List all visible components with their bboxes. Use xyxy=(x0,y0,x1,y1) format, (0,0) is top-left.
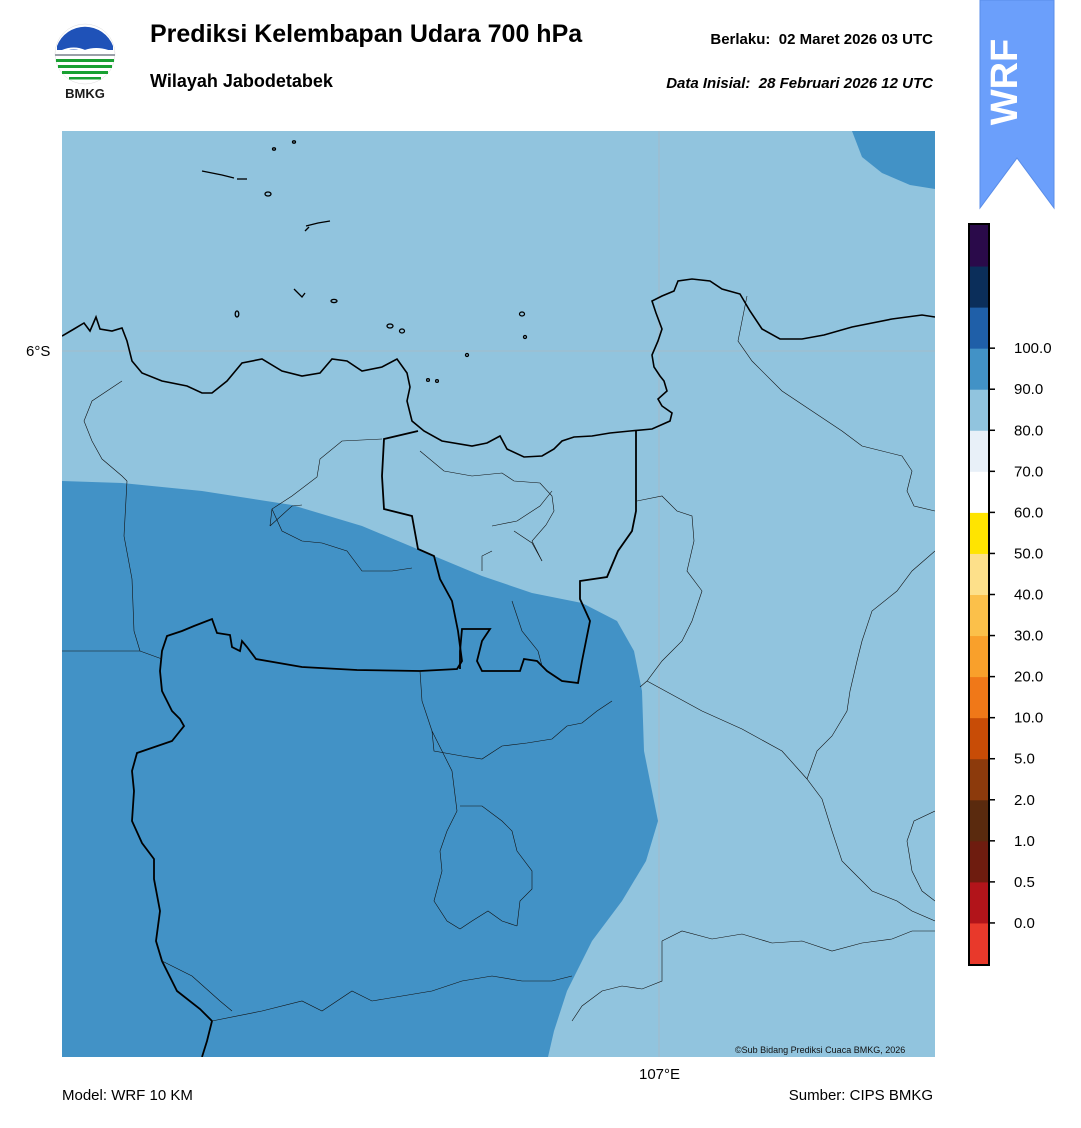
thousand-islands xyxy=(201,140,528,384)
colorbar-swatch xyxy=(970,676,988,719)
colorbar-swatch xyxy=(970,799,988,842)
colorbar-tick-label: 10.0 xyxy=(1014,710,1043,727)
latitude-label: 6°S xyxy=(26,343,51,360)
valid-time: Berlaku: 02 Maret 2026 03 UTC xyxy=(710,31,933,48)
colorbar-swatch xyxy=(970,512,988,554)
initial-value: 28 Februari 2026 12 UTC xyxy=(758,75,933,92)
initial-label: Data Inisial: xyxy=(666,75,751,92)
regency-boundaries xyxy=(62,295,935,1022)
colorbar-swatch xyxy=(970,881,988,924)
coastline xyxy=(62,278,935,458)
source-label: Sumber: CIPS BMKG xyxy=(788,1087,933,1104)
colorbar-tick-label: 5.0 xyxy=(1014,751,1035,768)
model-label: Model: WRF 10 KM xyxy=(62,1087,193,1104)
colorbar-swatch xyxy=(970,307,988,349)
humidity-region-high xyxy=(62,481,658,1057)
colorbar-tick-label: 50.0 xyxy=(1014,545,1043,562)
wrf-badge: WRF xyxy=(979,0,1055,210)
colorbar-tick-label: 20.0 xyxy=(1014,669,1043,686)
initial-time: Data Inisial: 28 Februari 2026 12 UTC xyxy=(666,75,933,92)
colorbar-tick-label: 60.0 xyxy=(1014,504,1043,521)
colorbar-swatch xyxy=(970,553,988,595)
colorbar-legend: 0.0 0.5 1.0 2.0 5.0 10.0 20.0 30.0 40.0 50.0 60.0 7… xyxy=(968,223,1052,966)
colorbar-swatch xyxy=(970,389,988,431)
colorbar-swatch xyxy=(970,430,988,472)
humidity-region-corner xyxy=(852,131,935,189)
bmkg-logo-icon: BMKG xyxy=(54,23,116,101)
colorbar-swatch xyxy=(970,225,988,267)
colorbar-swatch xyxy=(970,717,988,760)
colorbar-swatch xyxy=(970,348,988,390)
colorbar-tick-label: 0.0 xyxy=(1014,915,1035,932)
humidity-map[interactable] xyxy=(62,131,935,1057)
colorbar-swatch xyxy=(970,922,988,965)
page-subtitle: Wilayah Jabodetabek xyxy=(150,71,333,91)
colorbar-swatch xyxy=(970,840,988,883)
province-boundary xyxy=(131,430,463,1057)
colorbar-tick-label: 30.0 xyxy=(1014,628,1043,645)
colorbar-swatch xyxy=(970,266,988,308)
valid-label: Berlaku: xyxy=(710,31,771,48)
colorbar-tick-label: 2.0 xyxy=(1014,792,1035,809)
colorbar-swatch xyxy=(970,635,988,678)
colorbar-tick-label: 40.0 xyxy=(1014,587,1043,604)
colorbar-tick-label: 1.0 xyxy=(1014,833,1035,850)
logo-text: BMKG xyxy=(65,86,105,101)
colorbar-swatch xyxy=(970,758,988,801)
colorbar-ticks: 0.0 0.5 1.0 2.0 5.0 10.0 20.0 30.0 40.0 50.0 60.0 7… xyxy=(988,340,1052,932)
colorbar-swatches xyxy=(970,225,988,965)
colorbar-tick-label: 100.0 xyxy=(1014,340,1052,357)
longitude-label: 107°E xyxy=(639,1066,681,1083)
page-title: Prediksi Kelembapan Udara 700 hPa xyxy=(150,20,583,48)
map-credit: ©Sub Bidang Prediksi Cuaca BMKG, 2026 xyxy=(735,1045,906,1055)
wrf-badge-text: WRF xyxy=(984,39,1026,126)
colorbar-tick-label: 90.0 xyxy=(1014,381,1043,398)
colorbar-tick-label: 0.5 xyxy=(1014,874,1035,891)
colorbar-swatch xyxy=(970,594,988,637)
valid-value: 02 Maret 2026 03 UTC xyxy=(778,31,933,48)
province-boundary-east xyxy=(459,431,637,684)
colorbar-tick-label: 80.0 xyxy=(1014,422,1043,439)
colorbar-swatch xyxy=(970,471,988,513)
colorbar-tick-label: 70.0 xyxy=(1014,463,1043,480)
